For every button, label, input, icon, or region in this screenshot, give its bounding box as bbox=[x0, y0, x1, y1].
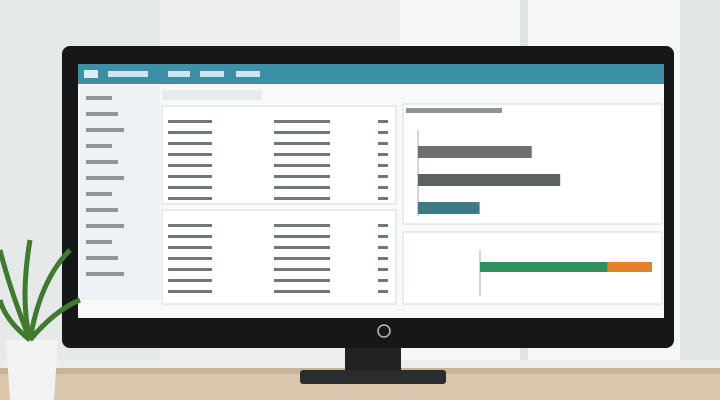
cell-placeholder bbox=[378, 164, 388, 167]
cell-placeholder bbox=[168, 164, 212, 167]
cell-placeholder bbox=[168, 120, 212, 123]
cell-placeholder bbox=[274, 224, 330, 227]
app-logo bbox=[84, 70, 98, 78]
cell-placeholder bbox=[168, 268, 212, 271]
cell-placeholder bbox=[378, 235, 388, 238]
plant bbox=[0, 239, 81, 342]
cell-placeholder bbox=[378, 257, 388, 260]
cell-placeholder bbox=[168, 290, 212, 293]
sidebar-item bbox=[86, 96, 112, 100]
sidebar-item bbox=[86, 160, 118, 164]
cell-placeholder bbox=[168, 279, 212, 282]
cell-placeholder bbox=[378, 279, 388, 282]
cell-placeholder bbox=[274, 131, 330, 134]
app-header bbox=[78, 64, 664, 84]
cell-placeholder bbox=[274, 186, 330, 189]
cell-placeholder bbox=[168, 175, 212, 178]
cell-placeholder bbox=[274, 197, 330, 200]
cell-placeholder bbox=[274, 279, 330, 282]
bar bbox=[418, 174, 561, 186]
sidebar-item bbox=[86, 272, 124, 276]
sidebar-item bbox=[86, 128, 124, 132]
sidebar-item bbox=[86, 240, 112, 244]
window-frame bbox=[680, 0, 720, 360]
sidebar-item bbox=[86, 144, 112, 148]
cell-placeholder bbox=[168, 224, 212, 227]
app-name bbox=[108, 71, 148, 77]
monitor-base bbox=[300, 370, 446, 384]
cell-placeholder bbox=[378, 186, 388, 189]
bar bbox=[418, 202, 480, 214]
sidebar-item bbox=[86, 176, 124, 180]
cell-placeholder bbox=[274, 120, 330, 123]
sidebar-item bbox=[86, 192, 112, 196]
cell-placeholder bbox=[274, 290, 330, 293]
search-box[interactable] bbox=[162, 90, 262, 100]
sidebar-item bbox=[86, 256, 118, 260]
cell-placeholder bbox=[378, 175, 388, 178]
sidebar-item bbox=[86, 112, 118, 116]
cell-placeholder bbox=[168, 186, 212, 189]
nav-item[interactable] bbox=[236, 71, 260, 77]
cell-placeholder bbox=[274, 246, 330, 249]
cell-placeholder bbox=[168, 257, 212, 260]
bar bbox=[418, 146, 532, 158]
cell-placeholder bbox=[378, 246, 388, 249]
cell-placeholder bbox=[378, 197, 388, 200]
power-button[interactable] bbox=[377, 324, 391, 338]
sidebar-item bbox=[86, 208, 118, 212]
cell-placeholder bbox=[378, 268, 388, 271]
cell-placeholder bbox=[274, 142, 330, 145]
cell-placeholder bbox=[274, 164, 330, 167]
cell-placeholder bbox=[378, 131, 388, 134]
cell-placeholder bbox=[378, 142, 388, 145]
nav-item[interactable] bbox=[200, 71, 224, 77]
cell-placeholder bbox=[168, 235, 212, 238]
cell-placeholder bbox=[274, 175, 330, 178]
bar bbox=[480, 262, 608, 272]
cell-placeholder bbox=[378, 290, 388, 293]
cell-placeholder bbox=[378, 120, 388, 123]
cell-placeholder bbox=[168, 153, 212, 156]
plant-pot bbox=[6, 340, 58, 400]
cell-placeholder bbox=[274, 268, 330, 271]
cell-placeholder bbox=[168, 246, 212, 249]
chart-title-placeholder bbox=[406, 108, 502, 113]
cell-placeholder bbox=[274, 235, 330, 238]
nav-item[interactable] bbox=[168, 71, 190, 77]
cell-placeholder bbox=[274, 153, 330, 156]
cell-placeholder bbox=[274, 257, 330, 260]
cell-placeholder bbox=[168, 197, 212, 200]
cell-placeholder bbox=[168, 142, 212, 145]
cell-placeholder bbox=[378, 224, 388, 227]
sidebar-item bbox=[86, 224, 124, 228]
cell-placeholder bbox=[168, 131, 212, 134]
cell-placeholder bbox=[378, 153, 388, 156]
